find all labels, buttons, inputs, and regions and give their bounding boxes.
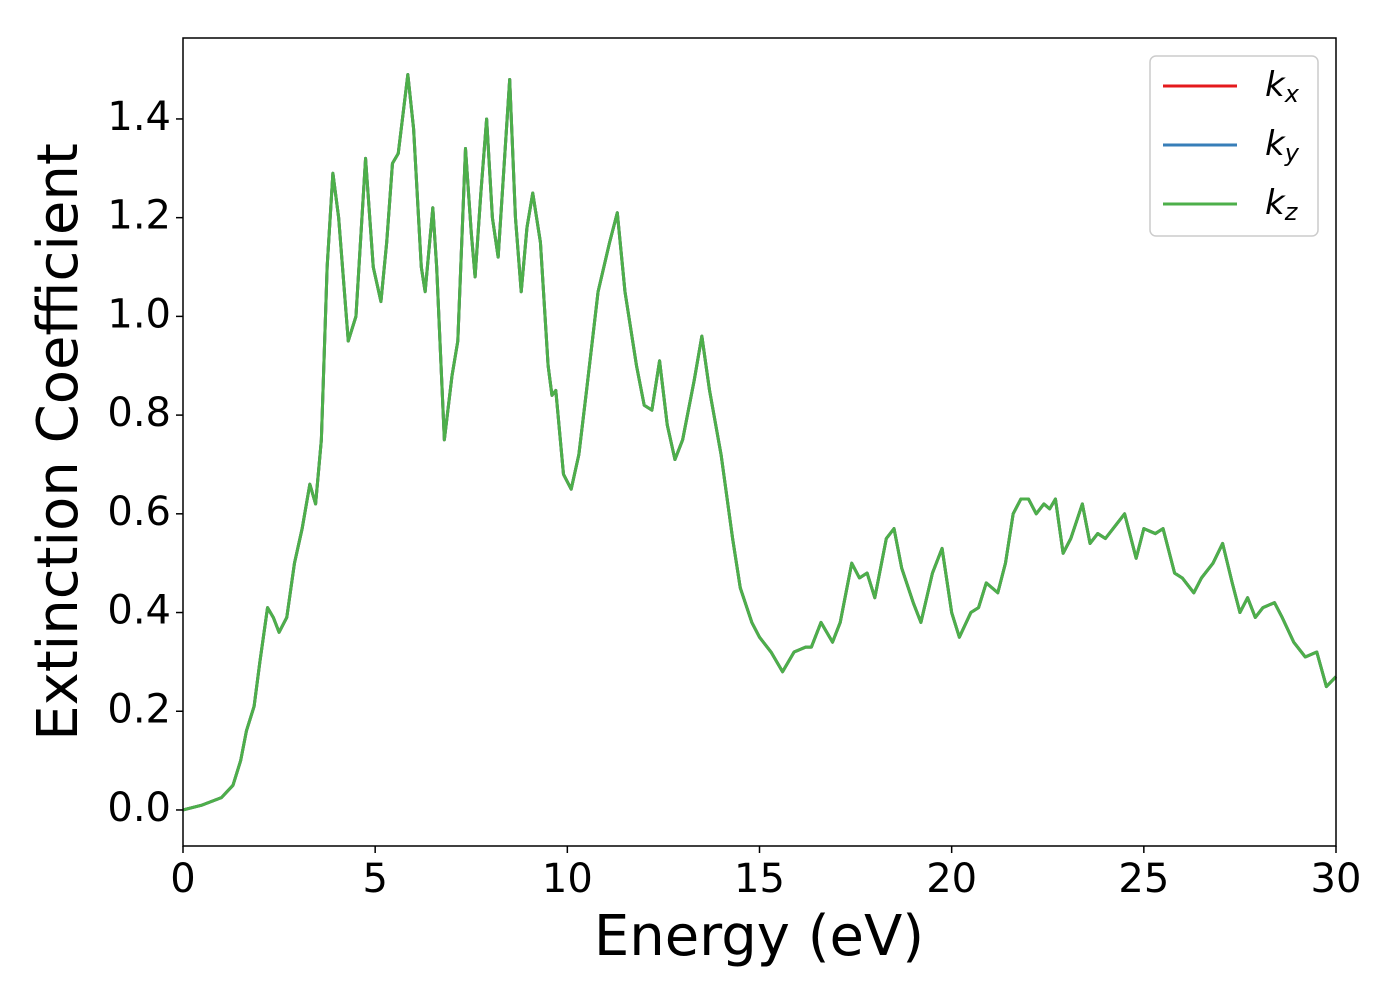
y-axis-label: Extinction Coefficient [26,143,91,741]
x-tick-label: 30 [1311,856,1362,902]
y-tick-label: 0.6 [107,489,171,535]
legend-label: kz [1265,183,1299,227]
legend-label: ky [1265,124,1300,168]
x-tick-label: 10 [542,856,593,902]
x-tick-label: 20 [926,856,977,902]
y-tick-label: 0.0 [107,785,171,831]
data-line [182,73,1338,812]
y-tick-label: 0.2 [107,686,171,732]
legend-label: kx [1265,65,1300,109]
y-tick-label: 0.8 [107,390,171,436]
x-axis-label: Energy (eV) [594,904,924,969]
y-tick-label: 1.4 [107,94,171,140]
x-tick-label: 0 [170,856,195,902]
x-tick-label: 15 [734,856,785,902]
x-tick-label: 5 [362,856,387,902]
y-tick-label: 1.0 [107,291,171,337]
y-tick-label: 0.4 [107,588,171,634]
x-tick-label: 25 [1118,856,1169,902]
y-tick-label: 1.2 [107,193,171,239]
plot-frame [182,37,1337,847]
